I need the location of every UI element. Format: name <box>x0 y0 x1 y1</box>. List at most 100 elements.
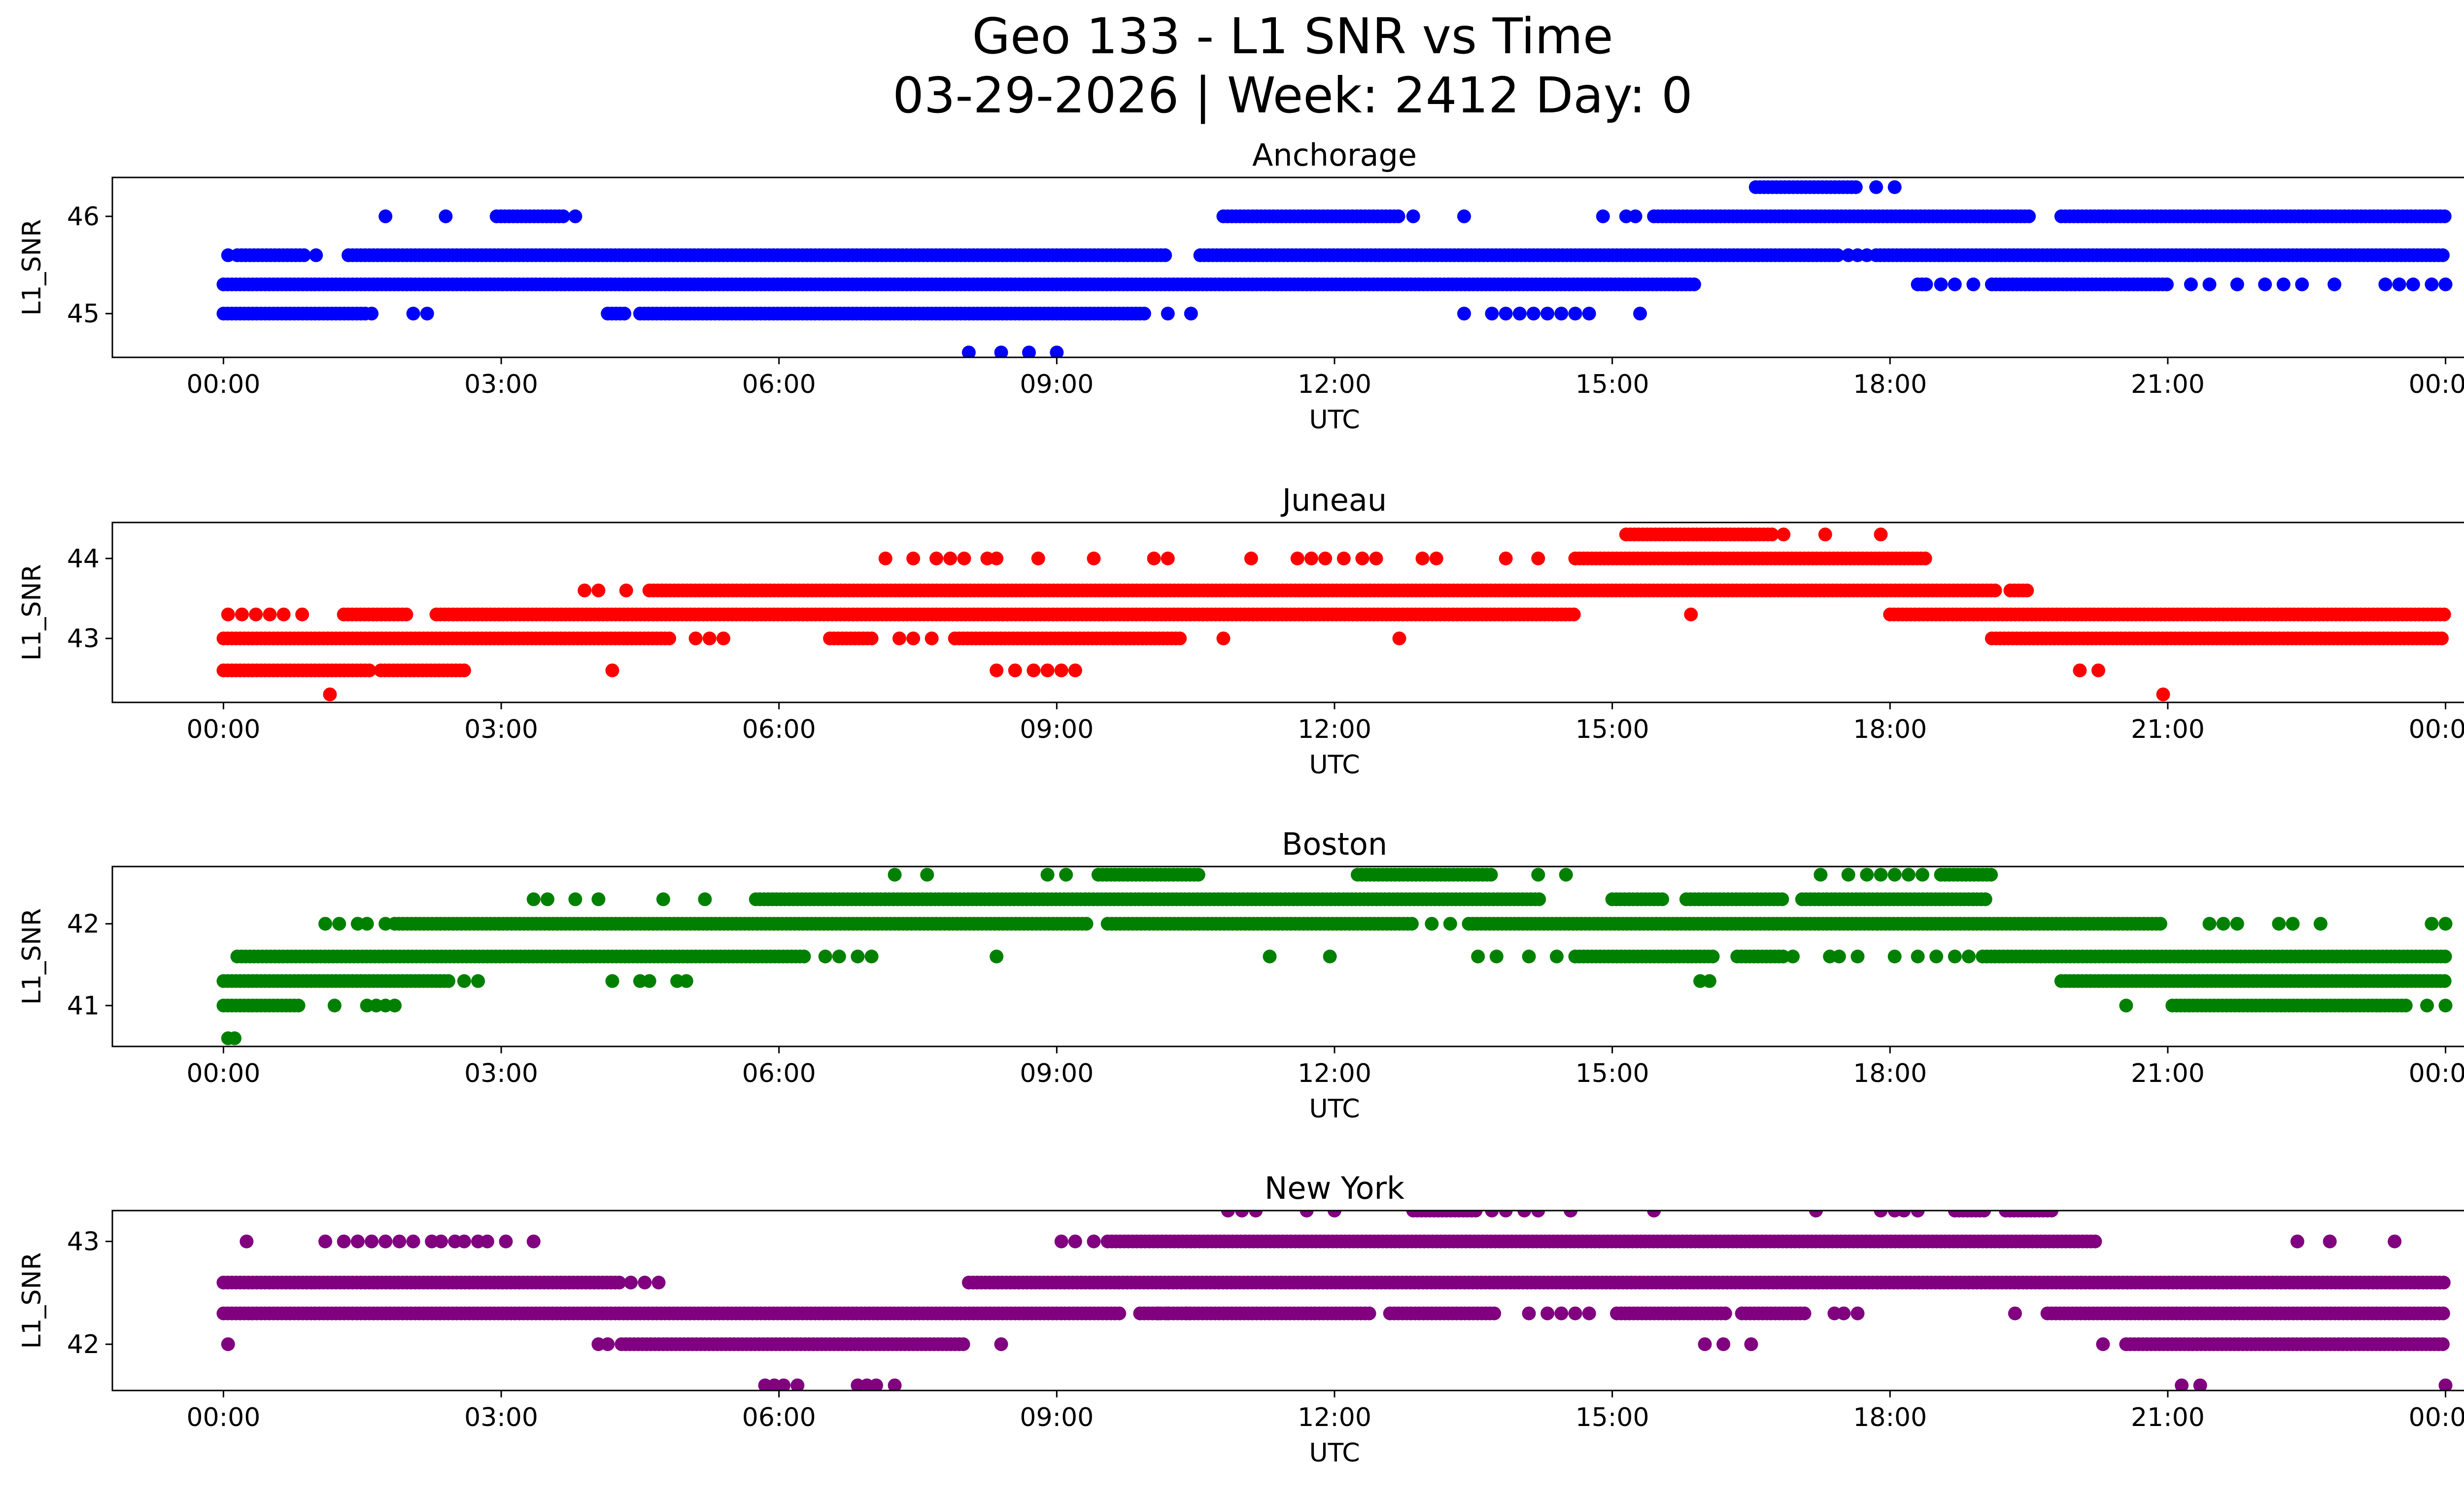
data-point <box>601 1337 615 1352</box>
data-point <box>1487 1306 1502 1321</box>
data-point <box>1040 868 1055 882</box>
data-point <box>1362 1306 1376 1321</box>
data-point <box>1554 1306 1569 1321</box>
data-point <box>2276 278 2291 291</box>
data-point <box>332 917 346 931</box>
data-point <box>1526 307 1540 321</box>
data-point <box>1369 552 1383 565</box>
x-tick-label: 03:00 <box>464 370 538 399</box>
data-point <box>457 974 471 988</box>
data-point <box>420 307 434 321</box>
data-point <box>295 607 309 622</box>
data-point <box>276 607 291 622</box>
data-point <box>1531 552 1545 565</box>
data-point <box>1848 180 1863 194</box>
data-points <box>216 868 2453 1045</box>
x-tick-label: 03:00 <box>464 715 538 744</box>
data-point <box>1429 552 1443 565</box>
data-point <box>2435 248 2450 262</box>
data-point <box>526 892 541 906</box>
data-point <box>1355 552 1369 565</box>
x-tick-label: 03:00 <box>464 1059 538 1088</box>
data-point <box>591 892 606 906</box>
data-point <box>1837 1306 1851 1321</box>
chart-title-line2: 03-29-2026 | Week: 2412 Day: 0 <box>892 67 1692 124</box>
data-point <box>2156 687 2170 701</box>
data-point <box>818 949 832 964</box>
x-tick-label: 12:00 <box>1298 1059 1371 1088</box>
data-point <box>1147 552 1161 565</box>
data-point <box>662 631 677 646</box>
data-point <box>1457 307 1471 321</box>
data-point <box>1425 917 1439 931</box>
data-point <box>406 307 420 321</box>
data-point <box>2286 917 2300 931</box>
data-point <box>1323 949 1337 964</box>
data-point <box>619 583 633 597</box>
data-point <box>1406 209 1420 223</box>
data-point <box>1304 552 1318 565</box>
data-point <box>2437 209 2452 223</box>
data-point <box>1173 631 1187 646</box>
data-point <box>1706 949 1720 964</box>
data-point <box>235 607 249 622</box>
data-point <box>1568 1306 1582 1321</box>
data-point <box>990 949 1004 964</box>
data-point <box>2435 1337 2450 1352</box>
data-point <box>605 974 619 988</box>
data-point <box>578 583 592 597</box>
data-point <box>1191 868 1205 882</box>
data-point <box>1158 248 1172 262</box>
data-point <box>888 868 902 882</box>
data-point <box>2438 1378 2453 1391</box>
data-point <box>1988 583 2002 597</box>
data-point <box>1860 868 1874 882</box>
data-point <box>1948 278 1962 291</box>
data-point <box>1702 974 1716 988</box>
data-point <box>605 663 619 678</box>
data-point <box>2096 1337 2110 1352</box>
data-point <box>2438 999 2453 1012</box>
data-point <box>1531 868 1545 882</box>
data-point <box>994 1337 1008 1352</box>
data-point <box>906 631 921 646</box>
data-point <box>1499 307 1513 321</box>
data-point <box>1818 527 1832 542</box>
data-point <box>2392 278 2406 291</box>
data-point <box>1814 868 1828 882</box>
data-point <box>2438 917 2453 931</box>
y-tick-label: 43 <box>67 624 100 654</box>
data-point <box>1777 527 1791 542</box>
x-tick-label: 21:00 <box>2131 370 2205 399</box>
data-point <box>556 209 570 223</box>
y-tick-label: 41 <box>67 991 100 1021</box>
x-tick-label: 18:00 <box>1853 1059 1927 1088</box>
data-point <box>1263 949 1277 964</box>
data-point <box>777 1378 791 1391</box>
data-point <box>1112 1306 1127 1321</box>
data-point <box>1161 552 1175 565</box>
data-point <box>2230 278 2244 291</box>
data-point <box>1744 1337 1758 1352</box>
x-tick-label: 00:00 <box>187 370 261 399</box>
data-point <box>2258 278 2272 291</box>
data-point <box>1765 527 1779 542</box>
data-point <box>297 248 311 262</box>
data-point <box>471 974 485 988</box>
data-point <box>1887 868 1902 882</box>
data-point <box>1887 949 1902 964</box>
data-point <box>1059 868 1073 882</box>
x-tick-label: 09:00 <box>1020 370 1094 399</box>
data-point <box>2420 999 2434 1012</box>
data-point <box>228 1031 241 1045</box>
data-point <box>2272 917 2286 931</box>
data-point <box>1869 180 1883 194</box>
x-axis-label: UTC <box>1309 405 1360 435</box>
data-point <box>1628 209 1643 223</box>
data-point <box>797 949 811 964</box>
data-point <box>1404 917 1419 931</box>
data-point <box>327 999 342 1012</box>
